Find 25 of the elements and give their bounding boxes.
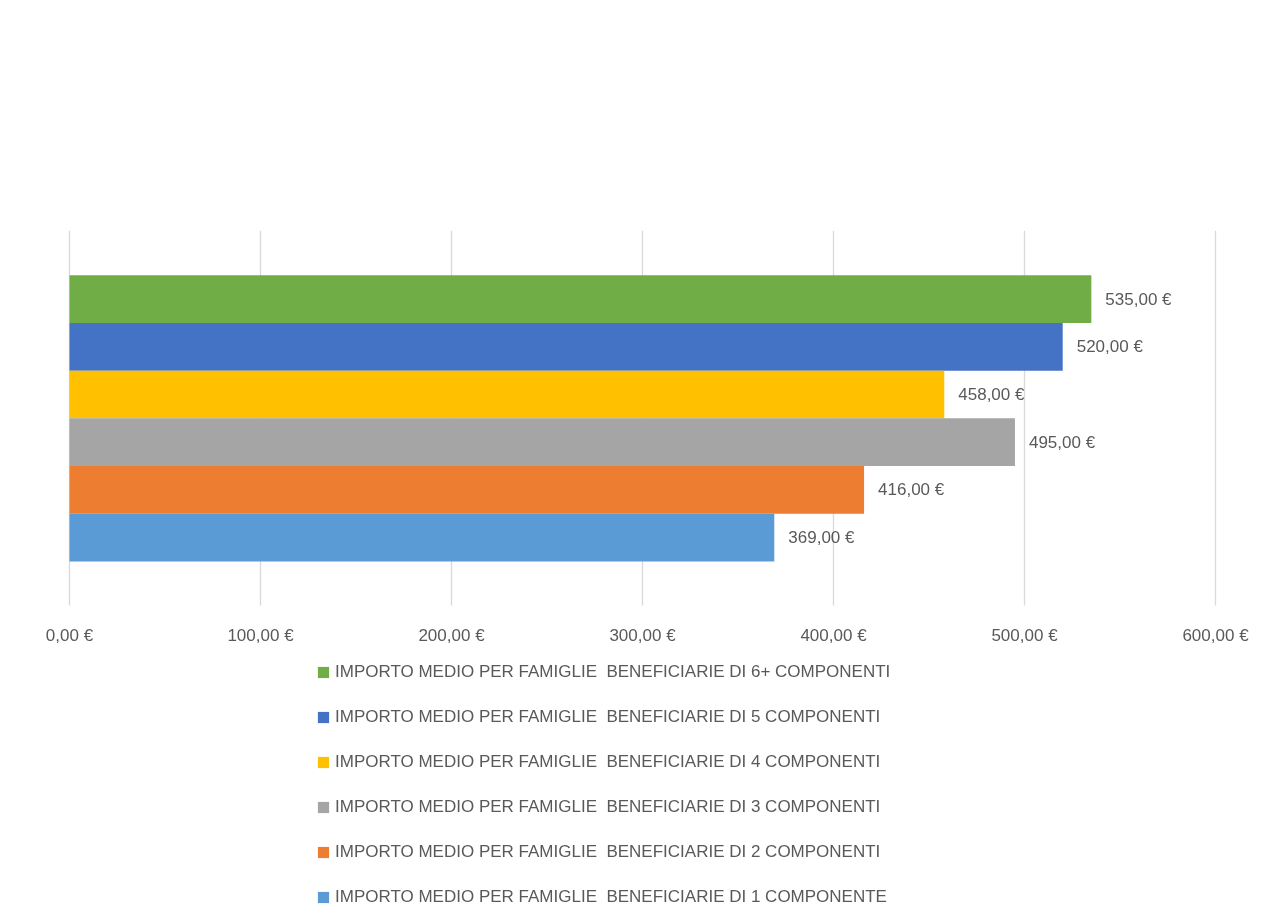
legend-label: IMPORTO MEDIO PER FAMIGLIE BENEFICIARIE DI 1 COMPONENTE [335,887,887,907]
x-tick-label: 300,00 € [609,626,677,645]
bar [69,513,775,562]
bar [69,418,1015,467]
x-tick-label: 400,00 € [800,626,868,645]
bar [69,323,1063,371]
bar [69,370,945,419]
data-label: 535,00 € [1105,289,1173,309]
bar [69,466,865,514]
data-label: 520,00 € [1076,337,1144,357]
x-tick-label: 200,00 € [418,626,486,645]
x-tick-label: 0,00 € [45,626,94,645]
legend-label: IMPORTO MEDIO PER FAMIGLIE BENEFICIARIE DI 6+ COMPONENTI [335,662,891,682]
legend-label: IMPORTO MEDIO PER FAMIGLIE BENEFICIARIE DI 2 COMPONENTI [335,842,881,862]
bar [69,275,1092,323]
x-tick-label: 100,00 € [227,626,295,645]
data-label: 369,00 € [788,528,856,548]
x-tick-label: 500,00 € [991,626,1059,645]
legend-label: IMPORTO MEDIO PER FAMIGLIE BENEFICIARIE DI 4 COMPONENTI [335,752,881,772]
data-label: 458,00 € [958,385,1025,405]
data-label: 495,00 € [1028,432,1096,452]
legend-label: IMPORTO MEDIO PER FAMIGLIE BENEFICIARIE DI 5 COMPONENTI [335,707,881,727]
data-label: 416,00 € [878,480,945,500]
legend-label: IMPORTO MEDIO PER FAMIGLIE BENEFICIARIE DI 3 COMPONENTI [335,797,881,817]
x-tick-label: 600,00 € [1182,626,1250,645]
